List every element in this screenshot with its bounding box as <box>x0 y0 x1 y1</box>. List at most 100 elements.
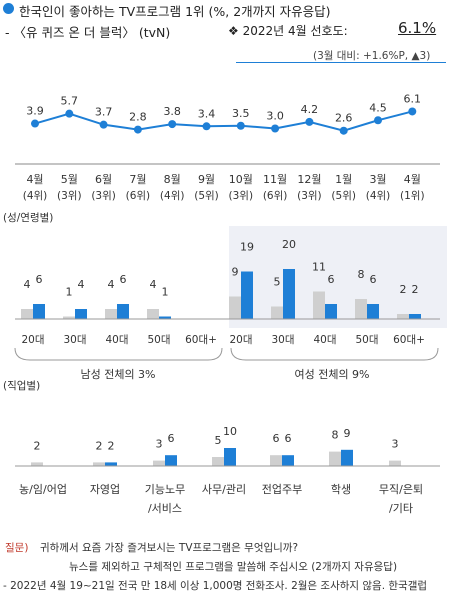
trend-point <box>374 116 382 125</box>
age-tick-label: 30대 <box>271 334 294 346</box>
month-tick-label: 3월 <box>369 173 386 186</box>
title-bullet-icon <box>3 3 14 14</box>
male-total-label: 남성 전체의 3% <box>80 368 155 381</box>
age-bar-march <box>105 309 117 319</box>
month-tick-label: 10월 <box>229 173 253 186</box>
job-tick-label: 학생 <box>331 483 351 496</box>
job-tick-label: 전업주부 <box>262 483 302 496</box>
age-value-march: 1 <box>66 286 73 299</box>
age-tick-label: 60대+ <box>185 334 217 346</box>
rank-tick-label: (1위) <box>400 189 425 202</box>
program-subtitle: - 〈유 퀴즈 온 더 블럭〉 (tvN) <box>5 25 171 40</box>
age-tick-label: 60대+ <box>393 334 425 346</box>
month-tick-label: 5월 <box>61 173 78 186</box>
question-line-2: 뉴스를 제외하고 구체적인 프로그램을 말씀해 주십시오 (2개까지 자유응답) <box>69 561 398 573</box>
job-value-march: 3 <box>392 438 399 451</box>
trend-value-label: 2.6 <box>335 112 353 125</box>
rank-tick-label: (4위) <box>23 189 48 202</box>
age-bar-april <box>117 304 129 319</box>
age-value-april: 19 <box>240 241 254 254</box>
month-tick-label: 12월 <box>297 173 321 186</box>
female-total-label: 여성 전체의 9% <box>294 368 369 381</box>
age-value-march: 8 <box>358 268 365 281</box>
age-bar-april <box>325 304 337 319</box>
trend-point <box>236 121 245 130</box>
age-value-march: 9 <box>232 266 239 279</box>
age-value-april: 6 <box>328 273 335 286</box>
job-tick-label: 무직/은퇴 <box>379 483 423 496</box>
job-bar-april <box>224 448 236 466</box>
age-bar-april <box>75 309 87 319</box>
age-bar-march <box>355 299 367 319</box>
job-value-march: 2 <box>96 439 103 452</box>
age-value-april: 4 <box>78 278 85 291</box>
job-value-march: 3 <box>156 438 163 451</box>
age-tick-label: 20대 <box>229 334 252 346</box>
trend-value-label: 3.4 <box>198 107 216 120</box>
age-bar-march <box>21 309 33 319</box>
age-tick-label: 40대 <box>313 334 336 346</box>
female-bracket <box>230 347 439 361</box>
trend-point <box>133 125 142 134</box>
job-value-march: 6 <box>273 432 280 445</box>
rank-tick-label: (4위) <box>160 189 185 202</box>
age-bar-april <box>241 271 253 319</box>
month-tick-label: 1월 <box>335 173 352 186</box>
age-bar-march <box>271 306 283 319</box>
age-bar-april <box>409 314 421 319</box>
job-bar-march <box>329 451 341 466</box>
trend-line <box>34 110 413 132</box>
job-bar-march <box>153 460 165 466</box>
trend-value-label: 2.8 <box>129 111 147 124</box>
month-tick-label: 4월 <box>26 173 43 186</box>
trend-value-label: 3.5 <box>232 107 250 120</box>
rank-tick-label: (6위) <box>263 189 288 202</box>
trend-value-label: 3.9 <box>26 105 44 118</box>
preference-label: ❖ 2022년 4월 선호도: <box>228 24 348 38</box>
age-value-april: 6 <box>36 273 43 286</box>
job-bar-march <box>270 455 282 466</box>
job-bar-march <box>212 457 224 466</box>
age-bar-march <box>313 291 325 319</box>
rank-tick-label: (3위) <box>297 189 322 202</box>
age-bar-march <box>147 309 159 319</box>
source-note: - 2022년 4월 19~21일 전국 만 18세 이상 1,000명 전화조… <box>3 580 428 592</box>
month-tick-label: 8월 <box>164 173 181 186</box>
age-section-label: (성/연령별) <box>3 212 53 224</box>
change-note: (3월 대비: +1.6%P, ▲3) <box>313 50 431 62</box>
age-value-march: 11 <box>312 261 326 274</box>
job-tick-label: /서비스 <box>148 502 182 515</box>
month-tick-label: 9월 <box>198 173 215 186</box>
age-value-april: 6 <box>370 273 377 286</box>
age-tick-label: 20대 <box>21 334 44 346</box>
male-bracket <box>14 347 223 361</box>
female-background <box>229 226 447 328</box>
age-value-april: 1 <box>162 286 169 299</box>
rank-tick-label: (6위) <box>126 189 151 202</box>
job-value-april: 2 <box>108 439 115 452</box>
trend-value-label: 3.8 <box>163 105 181 118</box>
trend-point <box>31 119 39 128</box>
age-bar-march <box>397 314 409 319</box>
job-tick-label: 농/임/어업 <box>19 483 67 496</box>
age-bar-april <box>367 304 379 319</box>
month-tick-label: 6월 <box>95 173 112 186</box>
job-bar-april <box>165 455 177 466</box>
trend-point <box>339 126 348 135</box>
age-tick-label: 50대 <box>147 334 170 346</box>
trend-value-label: 6.1 <box>404 92 422 105</box>
age-value-april: 6 <box>120 273 127 286</box>
age-value-april: 20 <box>282 238 296 251</box>
trend-value-label: 4.2 <box>301 103 319 116</box>
trend-value-label: 3.0 <box>266 110 284 123</box>
age-tick-label: 50대 <box>355 334 378 346</box>
header-rule <box>236 62 446 63</box>
age-value-march: 4 <box>150 278 157 291</box>
age-tick-label: 40대 <box>105 334 128 346</box>
job-tick-label: 기능노무 <box>145 483 185 496</box>
month-tick-label: 11월 <box>263 173 287 186</box>
age-tick-label: 30대 <box>63 334 86 346</box>
age-value-march: 4 <box>24 278 31 291</box>
trend-value-label: 4.5 <box>369 101 387 114</box>
question-label: 질문) <box>5 542 29 554</box>
